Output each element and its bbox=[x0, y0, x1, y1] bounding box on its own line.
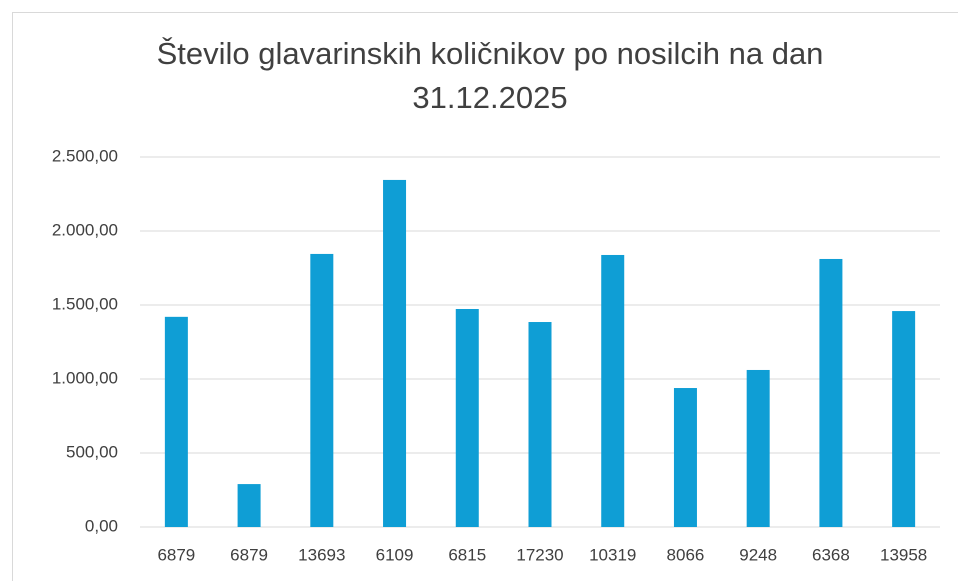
x-tick-label: 13693 bbox=[298, 545, 345, 564]
bar bbox=[237, 484, 261, 527]
x-tick-label: 6109 bbox=[376, 545, 414, 564]
x-tick-label: 17230 bbox=[516, 545, 563, 564]
y-tick-label: 2.500,00 bbox=[52, 146, 118, 165]
x-tick-label: 8066 bbox=[667, 545, 705, 564]
bar bbox=[383, 179, 407, 527]
bar bbox=[819, 258, 843, 527]
x-tick-label: 6879 bbox=[157, 545, 195, 564]
y-tick-label: 500,00 bbox=[66, 442, 118, 461]
bar bbox=[673, 388, 697, 527]
y-tick-label: 2.000,00 bbox=[52, 220, 118, 239]
x-tick-label: 6879 bbox=[230, 545, 268, 564]
x-tick-label: 6368 bbox=[812, 545, 850, 564]
bar bbox=[164, 316, 188, 527]
bar bbox=[746, 369, 770, 527]
y-tick-label: 1.500,00 bbox=[52, 294, 118, 313]
chart-title: Število glavarinskih količnikov po nosil… bbox=[156, 36, 824, 115]
x-tick-label: 9248 bbox=[739, 545, 777, 564]
chart-frame bbox=[12, 12, 958, 581]
y-tick-label: 1.000,00 bbox=[52, 368, 118, 387]
y-tick-label: 0,00 bbox=[85, 516, 118, 535]
x-tick-label: 10319 bbox=[589, 545, 636, 564]
x-tick-label: 13958 bbox=[880, 545, 927, 564]
bar bbox=[892, 311, 916, 527]
bar bbox=[601, 254, 625, 527]
x-tick-label: 6815 bbox=[448, 545, 486, 564]
bar bbox=[528, 322, 552, 527]
bar bbox=[310, 253, 334, 527]
bar bbox=[455, 308, 479, 527]
